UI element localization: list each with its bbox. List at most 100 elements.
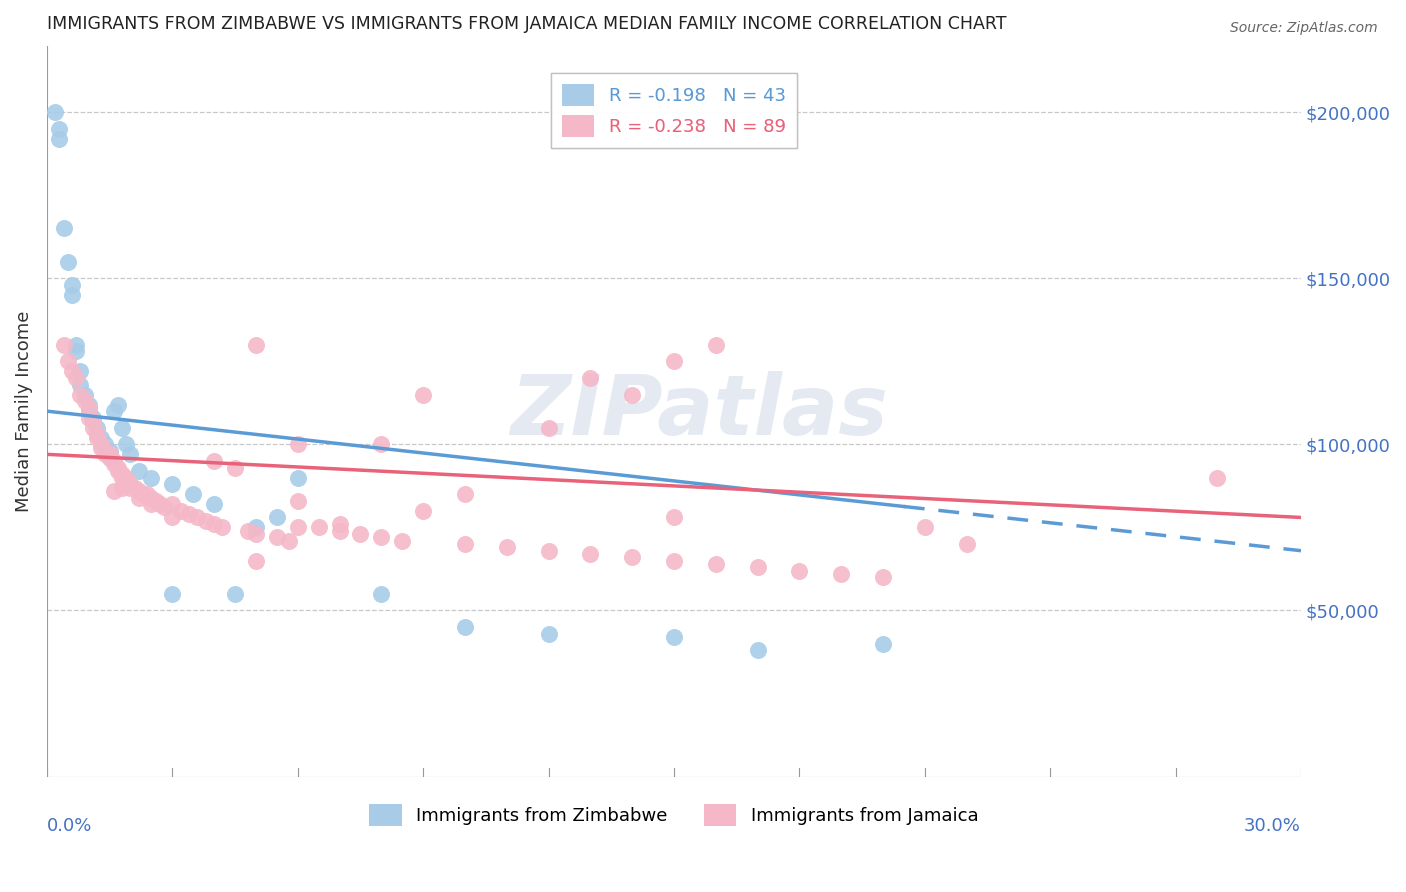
Point — [77, 397, 100, 411]
Point — [224, 460, 246, 475]
Point — [162, 477, 184, 491]
Point — [789, 564, 811, 578]
Text: Source: ZipAtlas.com: Source: ZipAtlas.com — [1230, 21, 1378, 35]
Point — [194, 514, 217, 528]
Point — [914, 520, 936, 534]
Point — [120, 481, 142, 495]
Point — [86, 427, 108, 442]
Point — [86, 427, 108, 442]
Point — [537, 421, 560, 435]
Point — [98, 450, 121, 465]
Y-axis label: Median Family Income: Median Family Income — [15, 310, 32, 512]
Point — [287, 520, 309, 534]
Point — [186, 510, 208, 524]
Point — [662, 354, 685, 368]
Point — [69, 377, 91, 392]
Point — [872, 570, 894, 584]
Text: IMMIGRANTS FROM ZIMBABWE VS IMMIGRANTS FROM JAMAICA MEDIAN FAMILY INCOME CORRELA: IMMIGRANTS FROM ZIMBABWE VS IMMIGRANTS F… — [46, 15, 1007, 33]
Point — [370, 587, 392, 601]
Point — [90, 431, 112, 445]
Point — [77, 404, 100, 418]
Point — [579, 547, 602, 561]
Point — [391, 533, 413, 548]
Point — [77, 401, 100, 415]
Point — [162, 510, 184, 524]
Point — [94, 437, 117, 451]
Point — [82, 414, 104, 428]
Point — [266, 510, 288, 524]
Point — [52, 221, 75, 235]
Point — [94, 444, 117, 458]
Point — [830, 566, 852, 581]
Point — [128, 491, 150, 505]
Point — [153, 500, 176, 515]
Point — [44, 105, 66, 120]
Point — [98, 444, 121, 458]
Point — [177, 507, 200, 521]
Point — [224, 587, 246, 601]
Point — [141, 497, 163, 511]
Point — [537, 543, 560, 558]
Point — [128, 483, 150, 498]
Point — [162, 497, 184, 511]
Point — [111, 421, 134, 435]
Point — [621, 550, 644, 565]
Point — [103, 483, 125, 498]
Point — [115, 474, 138, 488]
Point — [65, 371, 87, 385]
Point — [73, 394, 96, 409]
Point — [60, 288, 83, 302]
Point — [181, 487, 204, 501]
Point — [111, 470, 134, 484]
Point — [103, 404, 125, 418]
Point — [169, 504, 191, 518]
Point — [662, 554, 685, 568]
Point — [111, 481, 134, 495]
Point — [211, 520, 233, 534]
Point — [107, 460, 129, 475]
Point — [454, 487, 477, 501]
Point — [120, 477, 142, 491]
Point — [704, 337, 727, 351]
Point — [65, 337, 87, 351]
Point — [115, 470, 138, 484]
Legend: R = -0.198   N = 43, R = -0.238   N = 89: R = -0.198 N = 43, R = -0.238 N = 89 — [551, 73, 797, 148]
Text: 30.0%: 30.0% — [1244, 817, 1301, 835]
Point — [704, 557, 727, 571]
Point — [107, 397, 129, 411]
Point — [60, 277, 83, 292]
Point — [454, 537, 477, 551]
Text: 0.0%: 0.0% — [46, 817, 93, 835]
Point — [48, 131, 70, 145]
Point — [872, 637, 894, 651]
Point — [328, 524, 350, 538]
Point — [454, 620, 477, 634]
Point — [141, 470, 163, 484]
Point — [141, 491, 163, 505]
Point — [52, 337, 75, 351]
Point — [98, 450, 121, 465]
Point — [90, 437, 112, 451]
Point — [82, 421, 104, 435]
Point — [621, 387, 644, 401]
Point — [287, 470, 309, 484]
Point — [69, 387, 91, 401]
Point — [308, 520, 330, 534]
Point — [245, 520, 267, 534]
Point — [245, 337, 267, 351]
Point — [48, 121, 70, 136]
Point — [662, 630, 685, 644]
Point — [86, 431, 108, 445]
Point — [202, 454, 225, 468]
Point — [94, 447, 117, 461]
Point — [115, 437, 138, 451]
Point — [145, 493, 167, 508]
Point — [266, 530, 288, 544]
Point — [149, 497, 172, 511]
Point — [103, 454, 125, 468]
Point — [103, 458, 125, 472]
Point — [56, 254, 79, 268]
Point — [98, 447, 121, 461]
Point — [579, 371, 602, 385]
Point — [747, 560, 769, 574]
